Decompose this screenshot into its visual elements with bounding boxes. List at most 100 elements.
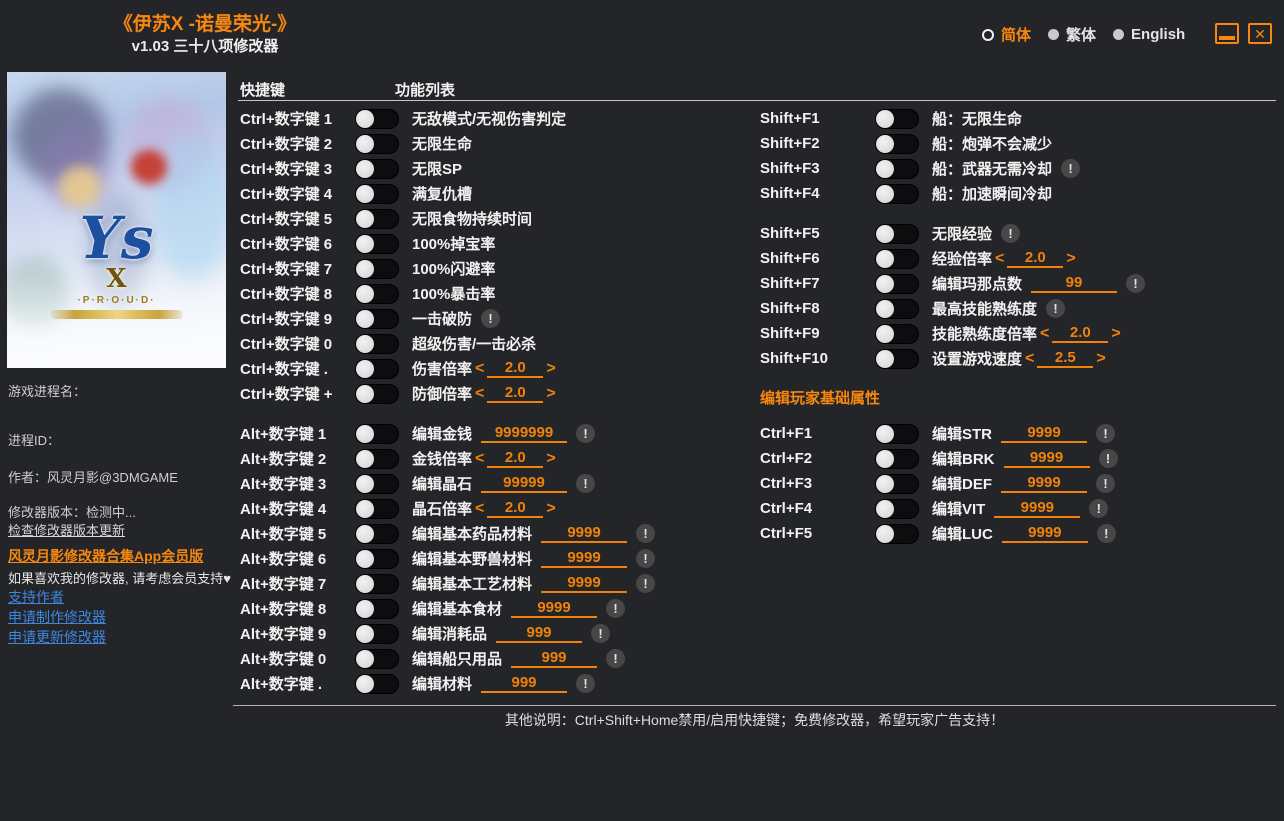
toggle-switch[interactable] xyxy=(355,648,399,669)
value-input[interactable]: 9999 xyxy=(541,574,628,593)
increase-arrow[interactable]: > xyxy=(546,359,556,377)
toggle-switch[interactable] xyxy=(875,223,919,244)
function-label: 编辑STR xyxy=(932,426,993,443)
value-input[interactable]: 9999 xyxy=(541,549,628,568)
increase-arrow[interactable]: > xyxy=(1096,349,1106,367)
decrease-arrow[interactable]: < xyxy=(475,359,485,377)
value-input[interactable]: 99999 xyxy=(481,474,568,493)
request-update-link[interactable]: 申请更新修改器 xyxy=(8,629,106,645)
toggle-knob xyxy=(876,324,894,343)
toggle-switch[interactable] xyxy=(355,208,399,229)
value-input[interactable]: 99 xyxy=(1031,274,1118,293)
hotkey-label: Shift+F2 xyxy=(760,135,820,152)
value-input[interactable]: 9999 xyxy=(511,599,598,618)
toggle-switch[interactable] xyxy=(355,258,399,279)
toggle-switch[interactable] xyxy=(875,133,919,154)
increase-arrow[interactable]: > xyxy=(546,449,556,467)
increase-arrow[interactable]: > xyxy=(1111,324,1121,342)
increase-arrow[interactable]: > xyxy=(546,384,556,402)
toggle-switch[interactable] xyxy=(355,548,399,569)
support-author-link[interactable]: 支持作者 xyxy=(8,589,64,605)
toggle-knob xyxy=(356,499,374,518)
toggle-switch[interactable] xyxy=(355,523,399,544)
app-member-link[interactable]: 风灵月影修改器合集App会员版 xyxy=(8,548,204,564)
stepper-value-field[interactable]: 2.0 xyxy=(487,359,544,378)
toggle-switch[interactable] xyxy=(875,158,919,179)
trainer-row: Shift+F7 编辑玛那点数 99! xyxy=(760,271,1146,296)
toggle-switch[interactable] xyxy=(875,323,919,344)
stepper-value-field[interactable]: 2.0 xyxy=(487,384,544,403)
hotkey-label: Ctrl+F1 xyxy=(760,425,813,442)
toggle-switch[interactable] xyxy=(355,233,399,254)
hotkey-label: Ctrl+数字键 7 xyxy=(240,261,333,278)
value-input[interactable]: 9999 xyxy=(1003,449,1090,468)
value-input[interactable]: 999 xyxy=(511,649,598,668)
toggle-switch[interactable] xyxy=(875,273,919,294)
minimize-button[interactable] xyxy=(1215,23,1239,44)
lang-option-simplified[interactable]: 简体 xyxy=(982,24,1031,45)
toggle-switch[interactable] xyxy=(875,473,919,494)
value-input[interactable]: 9999999 xyxy=(481,424,568,443)
toggle-switch[interactable] xyxy=(355,283,399,304)
stepper-value-field[interactable]: 2.0 xyxy=(1007,249,1064,268)
toggle-switch[interactable] xyxy=(355,423,399,444)
toggle-switch[interactable] xyxy=(355,673,399,694)
toggle-switch[interactable] xyxy=(355,308,399,329)
function-column-header: 功能列表 xyxy=(395,82,456,99)
increase-arrow[interactable]: > xyxy=(1066,249,1076,267)
stepper-value-field[interactable]: 2.5 xyxy=(1037,349,1094,368)
function-label: 无敌模式/无视伤害判定 xyxy=(412,111,567,128)
toggle-switch[interactable] xyxy=(875,448,919,469)
toggle-switch[interactable] xyxy=(355,108,399,129)
toggle-switch[interactable] xyxy=(875,523,919,544)
toggle-knob xyxy=(876,274,894,293)
decrease-arrow[interactable]: < xyxy=(475,384,485,402)
decrease-arrow[interactable]: < xyxy=(1040,324,1050,342)
toggle-switch[interactable] xyxy=(355,498,399,519)
value-input[interactable]: 9999 xyxy=(1001,424,1088,443)
function-label: 编辑船只用品 xyxy=(412,651,503,668)
decrease-arrow[interactable]: < xyxy=(475,499,485,517)
toggle-switch[interactable] xyxy=(875,248,919,269)
check-update-link[interactable]: 检查修改器版本更新 xyxy=(8,523,126,538)
stepper-value-field[interactable]: 2.0 xyxy=(487,449,544,468)
warning-icon: ! xyxy=(1098,449,1118,468)
lang-option-english[interactable]: English xyxy=(1113,26,1185,43)
toggle-switch[interactable] xyxy=(355,158,399,179)
toggle-switch[interactable] xyxy=(875,108,919,129)
value-input[interactable]: 999 xyxy=(481,674,568,693)
decrease-arrow[interactable]: < xyxy=(995,249,1005,267)
value-input[interactable]: 9999 xyxy=(541,524,628,543)
stepper-value-field[interactable]: 2.0 xyxy=(1052,324,1109,343)
toggle-switch[interactable] xyxy=(875,298,919,319)
value-input[interactable]: 9999 xyxy=(1001,524,1088,543)
stepper-value-field[interactable]: 2.0 xyxy=(487,499,544,518)
decrease-arrow[interactable]: < xyxy=(1025,349,1035,367)
toggle-switch[interactable] xyxy=(875,348,919,369)
toggle-switch[interactable] xyxy=(875,423,919,444)
trainer-row: Ctrl+数字键 9 一击破防! xyxy=(240,306,566,331)
value-input[interactable]: 9999 xyxy=(994,499,1081,518)
toggle-switch[interactable] xyxy=(355,383,399,404)
lang-option-traditional[interactable]: 繁体 xyxy=(1048,24,1096,45)
toggle-switch[interactable] xyxy=(355,448,399,469)
toggle-switch[interactable] xyxy=(875,183,919,204)
toggle-switch[interactable] xyxy=(355,333,399,354)
increase-arrow[interactable]: > xyxy=(546,499,556,517)
toggle-switch[interactable] xyxy=(355,473,399,494)
toggle-switch[interactable] xyxy=(355,133,399,154)
decrease-arrow[interactable]: < xyxy=(475,449,485,467)
close-icon: ✕ xyxy=(1254,25,1266,42)
process-name-label: 游戏进程名： xyxy=(8,384,87,399)
close-button[interactable]: ✕ xyxy=(1248,23,1272,44)
toggle-switch[interactable] xyxy=(355,623,399,644)
toggle-switch[interactable] xyxy=(355,598,399,619)
value-input[interactable]: 9999 xyxy=(1001,474,1088,493)
trainer-row: Shift+F2 船：炮弹不会减少 xyxy=(760,131,1080,156)
toggle-switch[interactable] xyxy=(355,183,399,204)
toggle-switch[interactable] xyxy=(355,358,399,379)
request-trainer-link[interactable]: 申请制作修改器 xyxy=(8,609,106,625)
toggle-switch[interactable] xyxy=(875,498,919,519)
toggle-switch[interactable] xyxy=(355,573,399,594)
value-input[interactable]: 999 xyxy=(496,624,583,643)
